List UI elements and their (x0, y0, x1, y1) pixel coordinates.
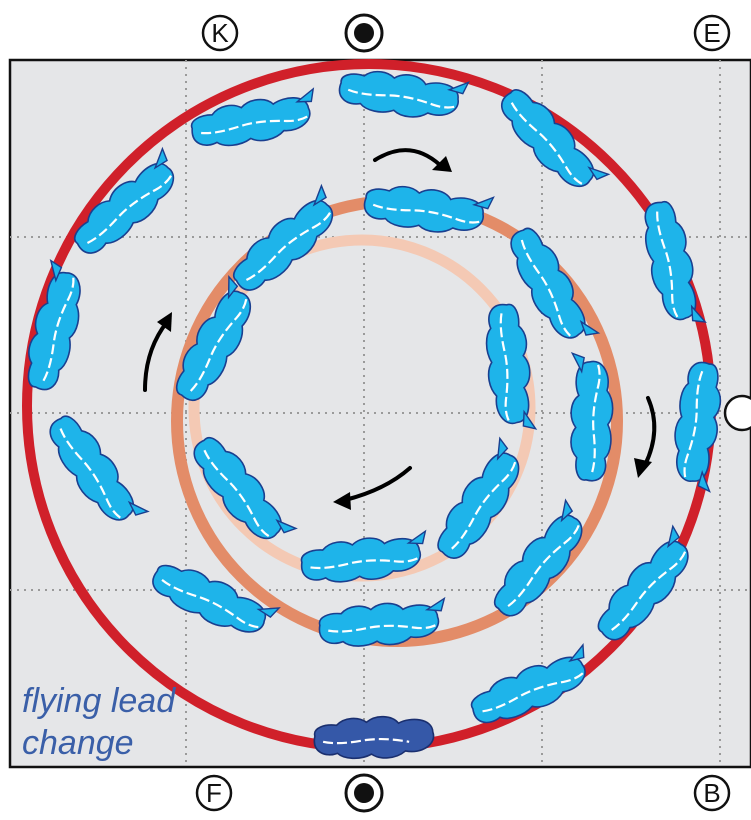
center-marker-bottom (344, 773, 384, 813)
marker-k-label: K (211, 18, 229, 48)
marker-b-label: B (703, 778, 720, 808)
side-marker-partial (723, 394, 751, 432)
center-marker-top (344, 13, 384, 53)
marker-b: B (693, 774, 731, 812)
center-dot-marker-icon (354, 783, 374, 803)
direction-arrow-icon (143, 320, 169, 392)
marker-f: F (195, 774, 233, 812)
marker-f-label: F (206, 778, 222, 808)
marker-k: K (201, 14, 239, 52)
direction-arrows (143, 148, 657, 502)
marker-e-label: E (703, 18, 720, 48)
caption-line-1: flying lead (22, 682, 176, 720)
arrow-heads (157, 156, 652, 510)
center-dot-marker-icon (354, 23, 374, 43)
marker-e: E (693, 14, 731, 52)
direction-arrow-icon (343, 466, 412, 502)
direction-arrow-icon (643, 396, 657, 467)
caption-line-2: change (22, 724, 134, 762)
flying-lead-change-caption: flying lead change (22, 680, 175, 764)
direction-arrow-icon (373, 148, 442, 167)
